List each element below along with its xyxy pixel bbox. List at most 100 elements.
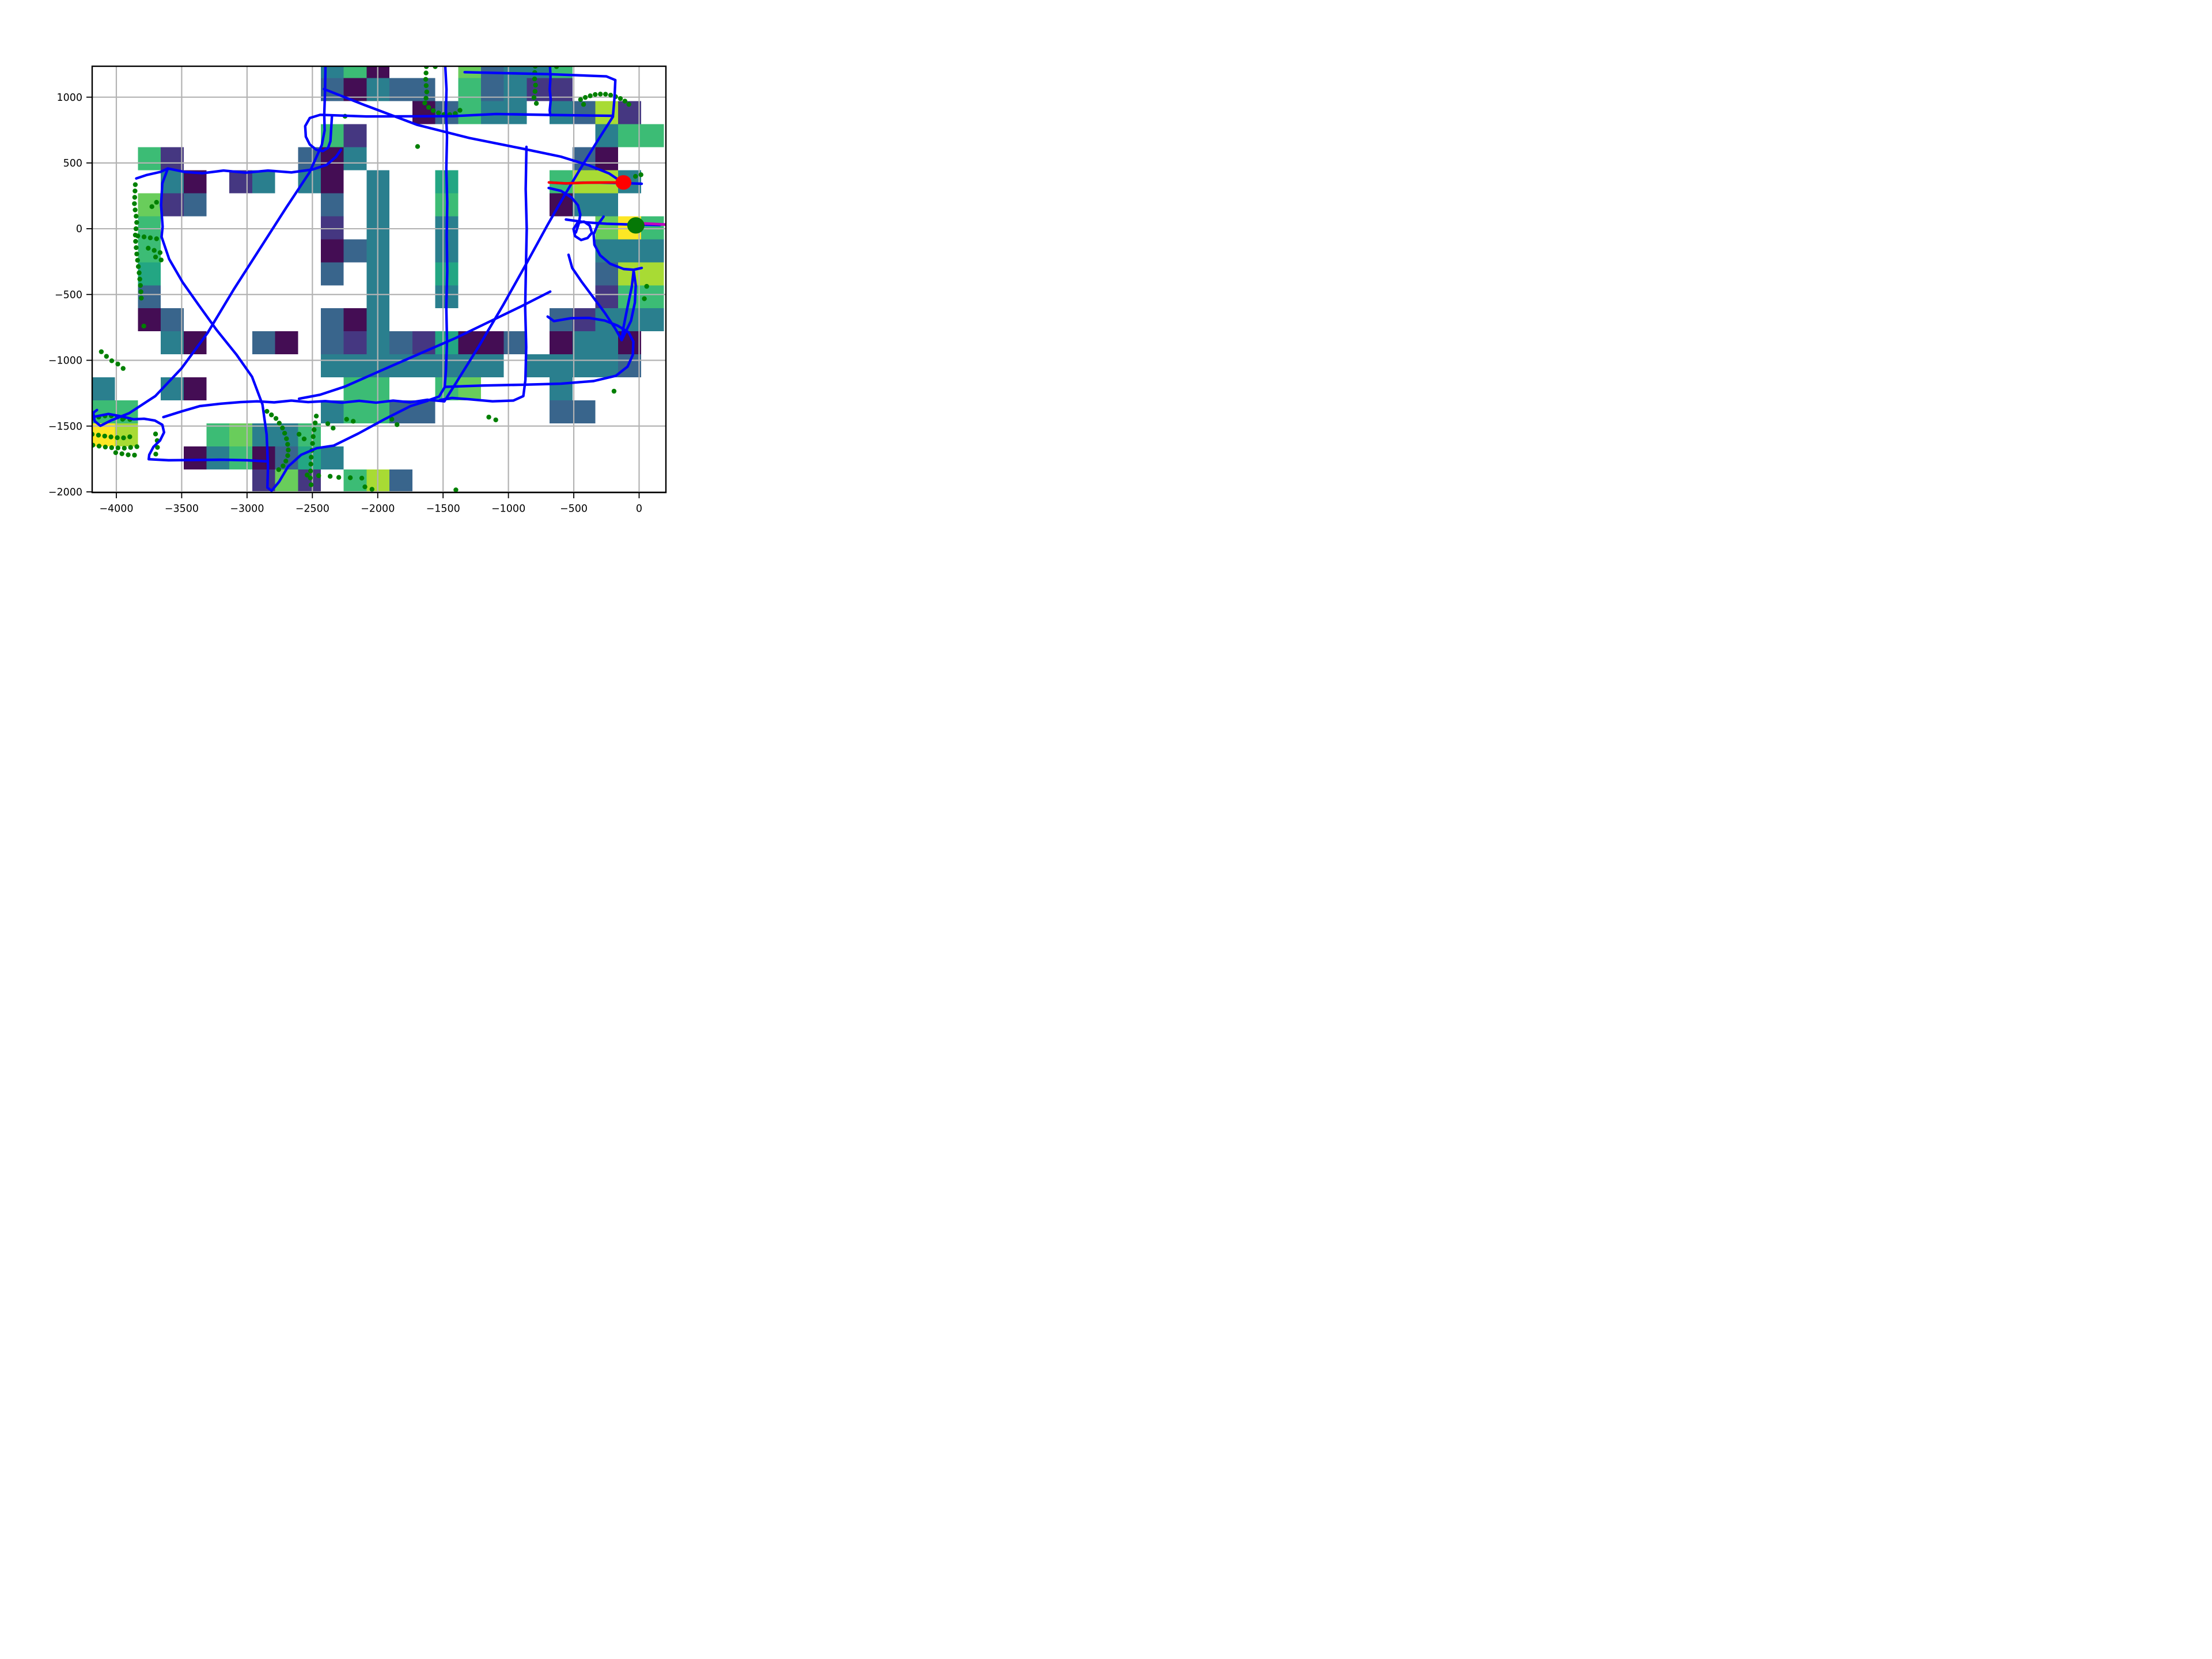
scan-dot — [423, 83, 429, 88]
scan-dot — [313, 414, 319, 419]
scan-dot — [351, 419, 356, 424]
grid-cell — [641, 262, 664, 286]
grid-cell — [138, 308, 161, 332]
x-tick-label: −4000 — [99, 503, 133, 515]
grid-cell — [527, 354, 550, 378]
scan-dot — [115, 361, 120, 367]
scan-dot — [96, 444, 102, 449]
scan-dot — [554, 66, 559, 69]
scan-dot — [423, 96, 429, 101]
scan-dot — [103, 444, 108, 450]
scan-dot — [102, 433, 107, 439]
grid-cell — [618, 124, 641, 147]
scan-dot — [104, 354, 109, 359]
grid-cell — [161, 331, 184, 355]
grid-cell — [252, 423, 275, 447]
scan-dot — [284, 436, 289, 441]
grid-cell — [343, 239, 367, 263]
trajectory-segment — [620, 271, 637, 342]
grid-cell — [572, 331, 596, 355]
scan-dot — [493, 417, 498, 423]
y-tick-label: −1500 — [48, 421, 82, 433]
scan-dot — [310, 441, 315, 446]
scan-dot — [423, 66, 429, 69]
scan-dot — [611, 388, 617, 394]
grid-cell — [480, 101, 504, 124]
scan-dot — [157, 250, 163, 255]
grid-cell — [618, 354, 641, 378]
grid-cell — [115, 423, 138, 447]
scan-dot — [121, 435, 126, 441]
scan-dot — [305, 472, 310, 478]
scan-dot — [622, 99, 628, 104]
scan-dot — [608, 92, 613, 98]
grid-cell — [138, 239, 161, 263]
grid-cell — [138, 147, 161, 171]
scan-dot — [280, 425, 285, 431]
scan-dot — [264, 408, 270, 414]
scan-dot — [331, 426, 336, 431]
grid-cell — [618, 262, 641, 286]
trajectory-segment — [567, 253, 623, 342]
scan-dot — [286, 448, 291, 453]
axis-ticks: −4000 −3500 −3000 −2500 −2000 −1500 −1000 −500 0… — [48, 92, 642, 515]
scan-dot — [285, 453, 290, 459]
scan-dot — [423, 70, 429, 75]
scan-dot — [126, 452, 131, 457]
grid-cell — [321, 400, 344, 424]
trajectory-segment — [162, 398, 446, 419]
scan-dot — [533, 101, 539, 106]
grid-cell — [252, 469, 275, 493]
scan-dot — [310, 434, 316, 440]
scan-dot — [109, 358, 115, 363]
grid-cell — [229, 446, 252, 470]
green-position-marker — [627, 217, 645, 234]
scan-dot — [132, 182, 138, 187]
scan-dot — [134, 444, 139, 449]
grid-cell — [206, 423, 230, 447]
scan-dot — [96, 433, 101, 438]
trajectory-segment — [548, 66, 552, 117]
y-tick-label: −2000 — [48, 487, 82, 498]
scan-dot — [133, 238, 138, 244]
scan-dot — [486, 414, 491, 420]
trajectory-segment — [304, 71, 617, 153]
grid-cell — [550, 101, 573, 124]
scan-dot — [282, 430, 287, 436]
scan-dot — [308, 482, 314, 487]
scan-dot — [113, 450, 119, 455]
grid-cell — [343, 354, 367, 378]
grid-cell — [138, 262, 161, 286]
grid-cell — [503, 101, 527, 124]
scan-dot — [109, 445, 115, 450]
grid-cell — [183, 193, 207, 217]
trajectory-segment — [443, 115, 615, 403]
red-position-marker — [615, 175, 632, 190]
scan-dot — [308, 461, 313, 467]
scan-dot — [153, 254, 158, 260]
scan-dot — [134, 214, 139, 219]
grid-cell — [641, 308, 664, 332]
scan-dot — [296, 431, 302, 437]
scan-dot — [642, 296, 647, 301]
scan-dot — [415, 144, 421, 149]
scan-dot — [312, 427, 317, 433]
scan-dot — [531, 95, 537, 100]
grid-cell — [572, 354, 596, 378]
scan-dot — [268, 412, 274, 418]
grid-cell — [480, 354, 504, 378]
scan-dot — [120, 366, 126, 371]
scan-dot — [273, 416, 279, 421]
scan-dot — [578, 97, 584, 102]
scan-dot — [132, 195, 138, 200]
grid-cell — [343, 147, 367, 171]
scan-dot — [134, 245, 139, 251]
grid-cell — [183, 446, 207, 470]
grid-cell — [343, 469, 367, 493]
scan-dot — [283, 459, 289, 464]
x-tick-label: −2000 — [361, 503, 395, 515]
scan-dot — [108, 434, 113, 440]
scan-dot — [453, 487, 459, 493]
trajectory-segment — [135, 148, 342, 180]
grid-cell — [343, 308, 367, 332]
